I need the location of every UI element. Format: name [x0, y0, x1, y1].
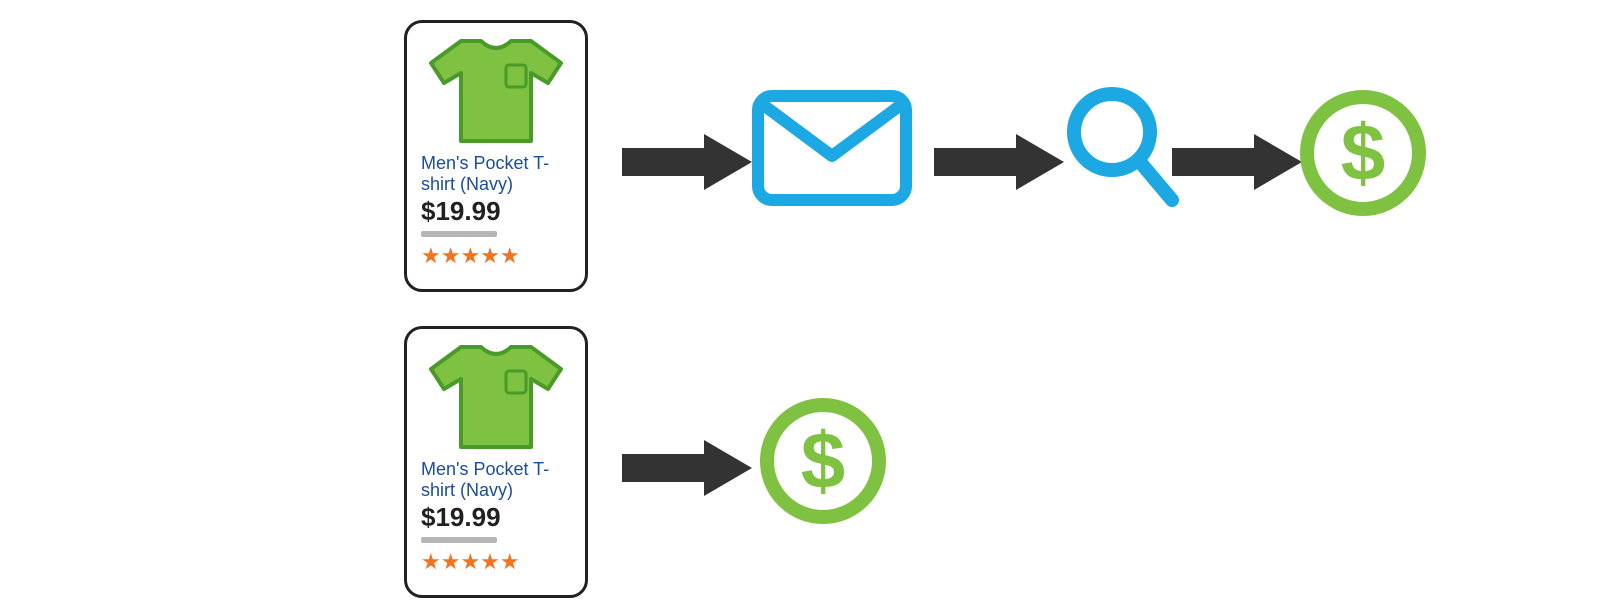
product-card: Men's Pocket T-shirt (Navy) $19.99 ★★★★★ [404, 326, 588, 598]
rating-stars: ★★★★★ [421, 243, 571, 269]
price-underline [421, 537, 497, 543]
tshirt-icon [421, 31, 571, 151]
diagram-stage: Men's Pocket T-shirt (Navy) $19.99 ★★★★★… [0, 0, 1600, 608]
product-price: $19.99 [421, 196, 571, 227]
arrow-icon [622, 440, 752, 496]
arrow-icon [1172, 134, 1302, 190]
price-underline [421, 231, 497, 237]
arrow-icon [622, 134, 752, 190]
product-card: Men's Pocket T-shirt (Navy) $19.99 ★★★★★ [404, 20, 588, 292]
search-icon [1060, 82, 1180, 212]
dollar-coin-icon: $ [760, 398, 886, 524]
dollar-glyph: $ [801, 421, 846, 501]
arrow-icon [934, 134, 1064, 190]
dollar-coin-icon: $ [1300, 90, 1426, 216]
rating-stars: ★★★★★ [421, 549, 571, 575]
product-price: $19.99 [421, 502, 571, 533]
product-title: Men's Pocket T-shirt (Navy) [421, 153, 571, 194]
product-title: Men's Pocket T-shirt (Navy) [421, 459, 571, 500]
tshirt-icon [421, 337, 571, 457]
mail-icon [752, 90, 912, 206]
dollar-glyph: $ [1341, 113, 1386, 193]
